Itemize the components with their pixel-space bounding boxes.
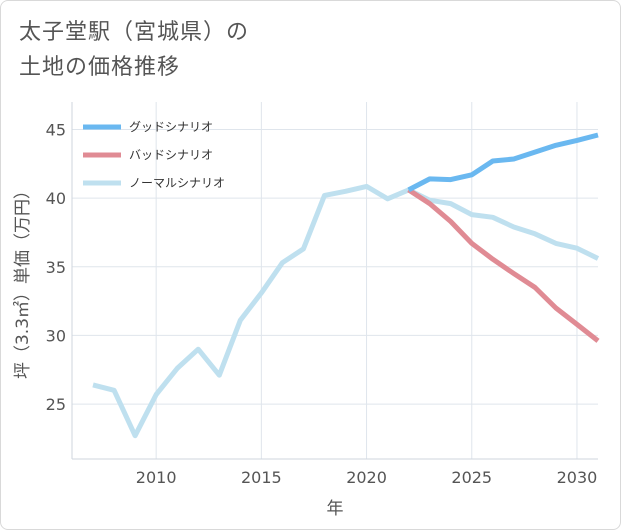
- chart-title: 太子堂駅（宮城県）の 土地の価格推移: [19, 15, 249, 85]
- legend-item-2[interactable]: ノーマルシナリオ: [83, 176, 225, 190]
- y-tick-label: 30: [46, 326, 66, 345]
- title-line-2: 土地の価格推移: [19, 55, 181, 80]
- y-tick-label: 25: [46, 395, 66, 414]
- series-lines: [92, 132, 600, 439]
- legend-label: バッドシナリオ: [129, 148, 213, 162]
- series-line-0: [407, 132, 599, 193]
- legend-item-0[interactable]: グッドシナリオ: [83, 120, 213, 134]
- x-axis-title: 年: [327, 499, 344, 519]
- x-tick-label: 2015: [241, 468, 282, 487]
- legend-label: グッドシナリオ: [129, 120, 213, 134]
- x-tick-label: 2025: [451, 468, 492, 487]
- y-axis-title: 坪（3.3㎡）単価（万円）: [13, 182, 33, 379]
- y-tick-label: 45: [46, 120, 66, 139]
- x-tick-label: 2030: [557, 468, 598, 487]
- tick-labels: 2010 2015 2020 2025 2030 25 30 35 40 45: [46, 120, 598, 487]
- y-tick-label: 40: [46, 189, 66, 208]
- series-line-2: [92, 183, 600, 439]
- series-line-1: [407, 187, 600, 343]
- x-tick-label: 2010: [136, 468, 177, 487]
- title-line-1: 太子堂駅（宮城県）の: [19, 20, 250, 45]
- grid-lines: [72, 102, 598, 459]
- legend-label: ノーマルシナリオ: [129, 176, 225, 190]
- x-tick-label: 2020: [346, 468, 387, 487]
- legend-item-1[interactable]: バッドシナリオ: [83, 148, 213, 162]
- y-tick-label: 35: [46, 258, 66, 277]
- axes: [71, 102, 598, 460]
